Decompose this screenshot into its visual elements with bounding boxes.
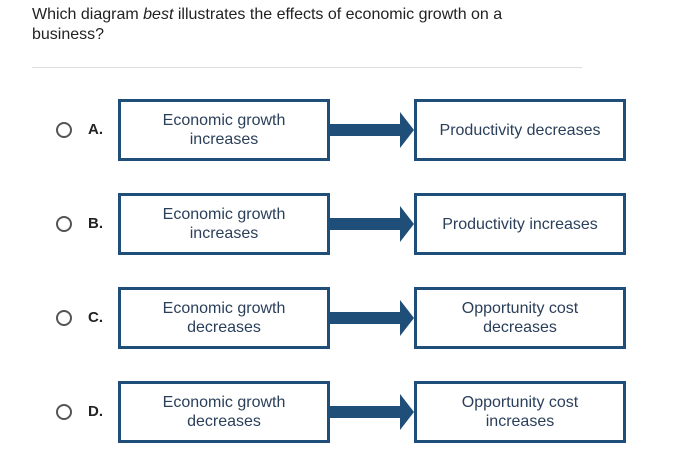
option-letter-d: D. — [88, 403, 103, 420]
cause-label-d: Economic growth decreases — [162, 394, 286, 430]
option-letter-a: A. — [88, 121, 103, 138]
question-prefix: Which diagram — [32, 6, 144, 23]
question-text: Which diagram best illustrates the effec… — [32, 5, 552, 45]
radio-button-b[interactable] — [56, 216, 72, 232]
effect-label-d: Opportunity cost increases — [461, 394, 579, 430]
cause-label-c: Economic growth decreases — [162, 300, 286, 336]
question-emphasis: best — [143, 6, 174, 23]
option-letter-b: B. — [88, 215, 103, 232]
option-letter-c: C. — [88, 309, 103, 326]
answer-option-b[interactable]: B. Economic growth increases Productivit… — [0, 192, 685, 256]
effect-box-c: Opportunity cost decreases — [414, 287, 626, 349]
radio-button-a[interactable] — [56, 122, 72, 138]
cause-box-a: Economic growth increases — [118, 99, 330, 161]
cause-box-d: Economic growth decreases — [118, 381, 330, 443]
effect-box-b: Productivity increases — [414, 193, 626, 255]
effect-label-a: Productivity decreases — [439, 121, 601, 139]
cause-box-c: Economic growth decreases — [118, 287, 330, 349]
answer-option-c[interactable]: C. Economic growth decreases Opportunity… — [0, 286, 685, 350]
effect-label-c: Opportunity cost decreases — [461, 300, 579, 336]
cause-label-b: Economic growth increases — [162, 206, 286, 242]
right-arrow-icon — [330, 206, 414, 242]
radio-button-d[interactable] — [56, 404, 72, 420]
right-arrow-icon — [330, 112, 414, 148]
answer-option-a[interactable]: A. Economic growth increases Productivit… — [0, 98, 685, 162]
effect-label-b: Productivity increases — [442, 215, 598, 233]
effect-box-a: Productivity decreases — [414, 99, 626, 161]
right-arrow-icon — [330, 394, 414, 430]
cause-box-b: Economic growth increases — [118, 193, 330, 255]
right-arrow-icon — [330, 300, 414, 336]
question-suffix: illustrates the effects of economic grow… — [32, 6, 503, 43]
radio-button-c[interactable] — [56, 310, 72, 326]
divider — [32, 67, 582, 68]
cause-label-a: Economic growth increases — [162, 112, 286, 148]
answer-option-d[interactable]: D. Economic growth decreases Opportunity… — [0, 380, 685, 444]
effect-box-d: Opportunity cost increases — [414, 381, 626, 443]
